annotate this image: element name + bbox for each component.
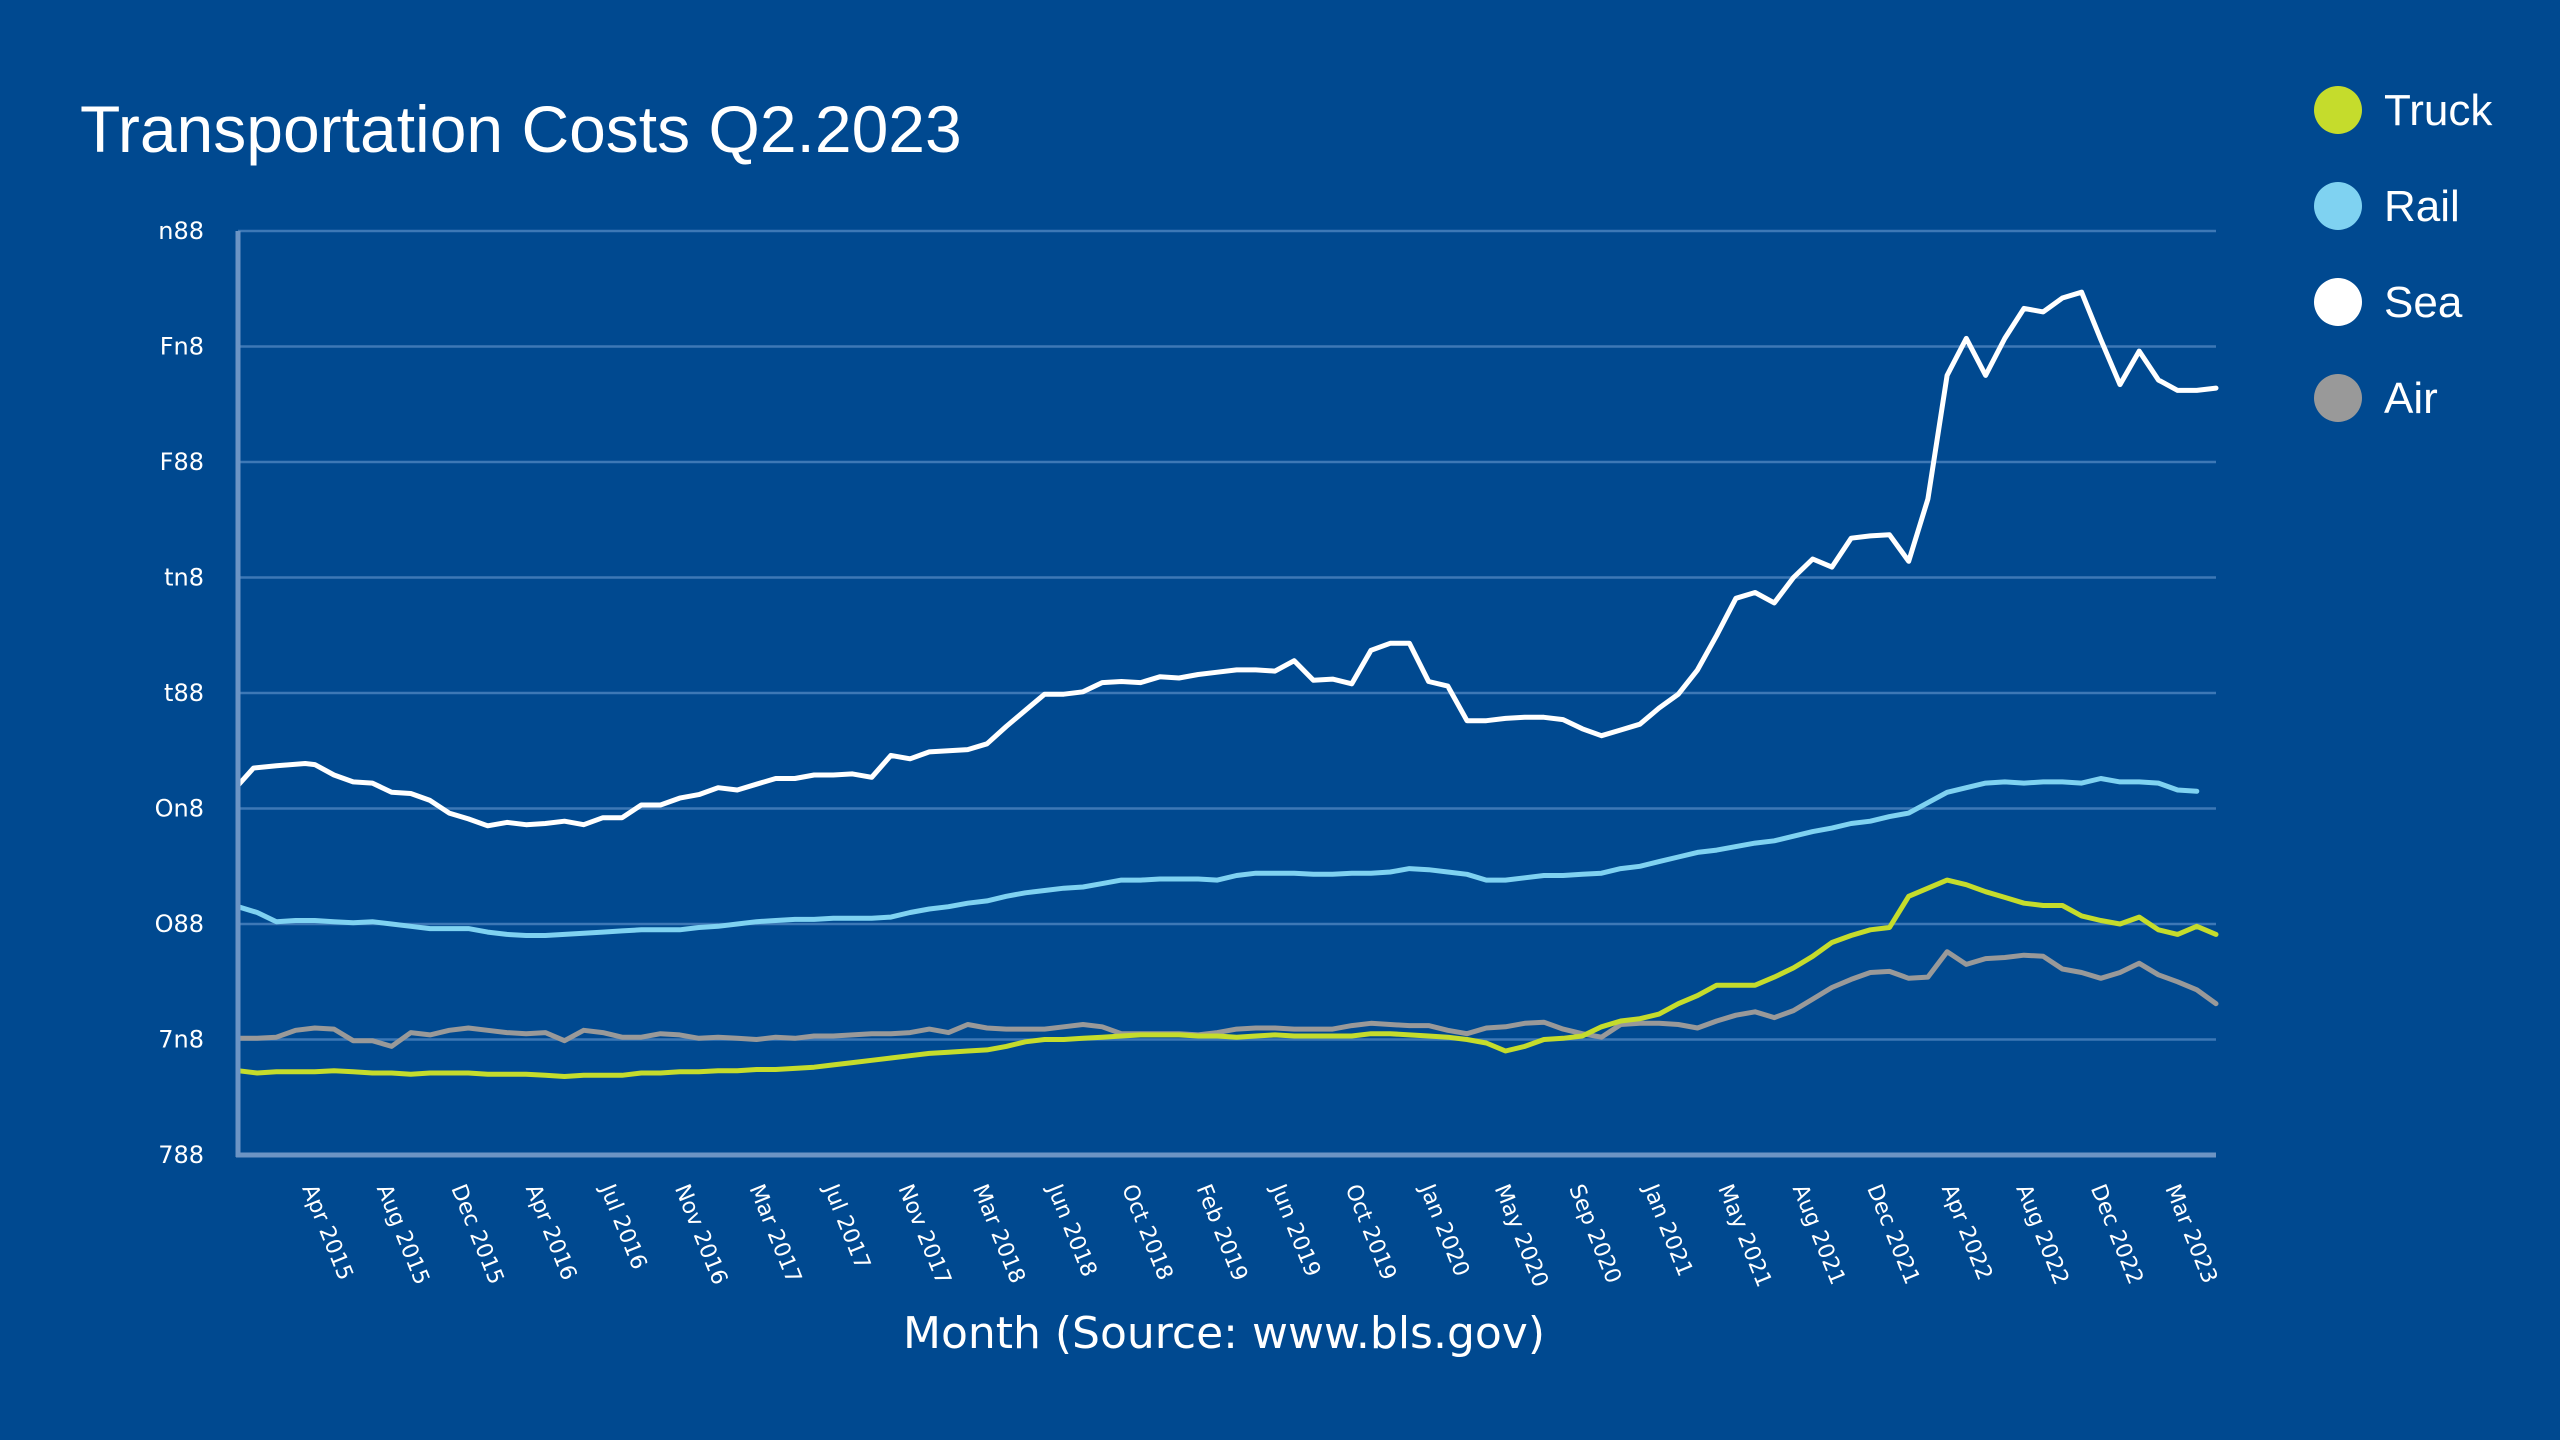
series-line-sea	[235, 289, 2219, 829]
legend-marker-rail	[2314, 182, 2362, 230]
series-line-truck	[235, 877, 2219, 1079]
y-tick-label: Fn8	[160, 333, 204, 361]
series-line-air	[235, 949, 2219, 1049]
legend: Truck Rail Sea Air	[2314, 86, 2493, 423]
legend-marker-air	[2314, 374, 2362, 422]
y-axis-ticks: 788 7n8 O88 On8 t88 tn8 F88 Fn8 n88	[155, 217, 204, 1169]
axes	[235, 231, 2216, 1158]
legend-label-rail: Rail	[2384, 182, 2460, 231]
y-tick-label: On8	[155, 795, 204, 823]
chart-title: Transportation Costs Q2.2023	[80, 92, 962, 166]
y-tick-label: O88	[155, 910, 204, 938]
legend-marker-truck	[2314, 86, 2362, 134]
legend-label-air: Air	[2384, 374, 2438, 423]
x-axis-label: Month (Source: www.bls.gov)	[903, 1308, 1545, 1359]
y-tick-label: t88	[164, 679, 204, 707]
series-line-rail	[235, 776, 2200, 938]
y-tick-label: 7n8	[158, 1026, 204, 1054]
y-tick-label: F88	[160, 448, 204, 476]
legend-marker-sea	[2314, 278, 2362, 326]
legend-label-sea: Sea	[2384, 278, 2463, 327]
y-tick-label: n88	[158, 217, 204, 245]
y-tick-label: 788	[158, 1141, 204, 1169]
series-lines	[235, 289, 2219, 1079]
legend-label-truck: Truck	[2384, 86, 2493, 135]
y-tick-label: tn8	[164, 564, 204, 592]
